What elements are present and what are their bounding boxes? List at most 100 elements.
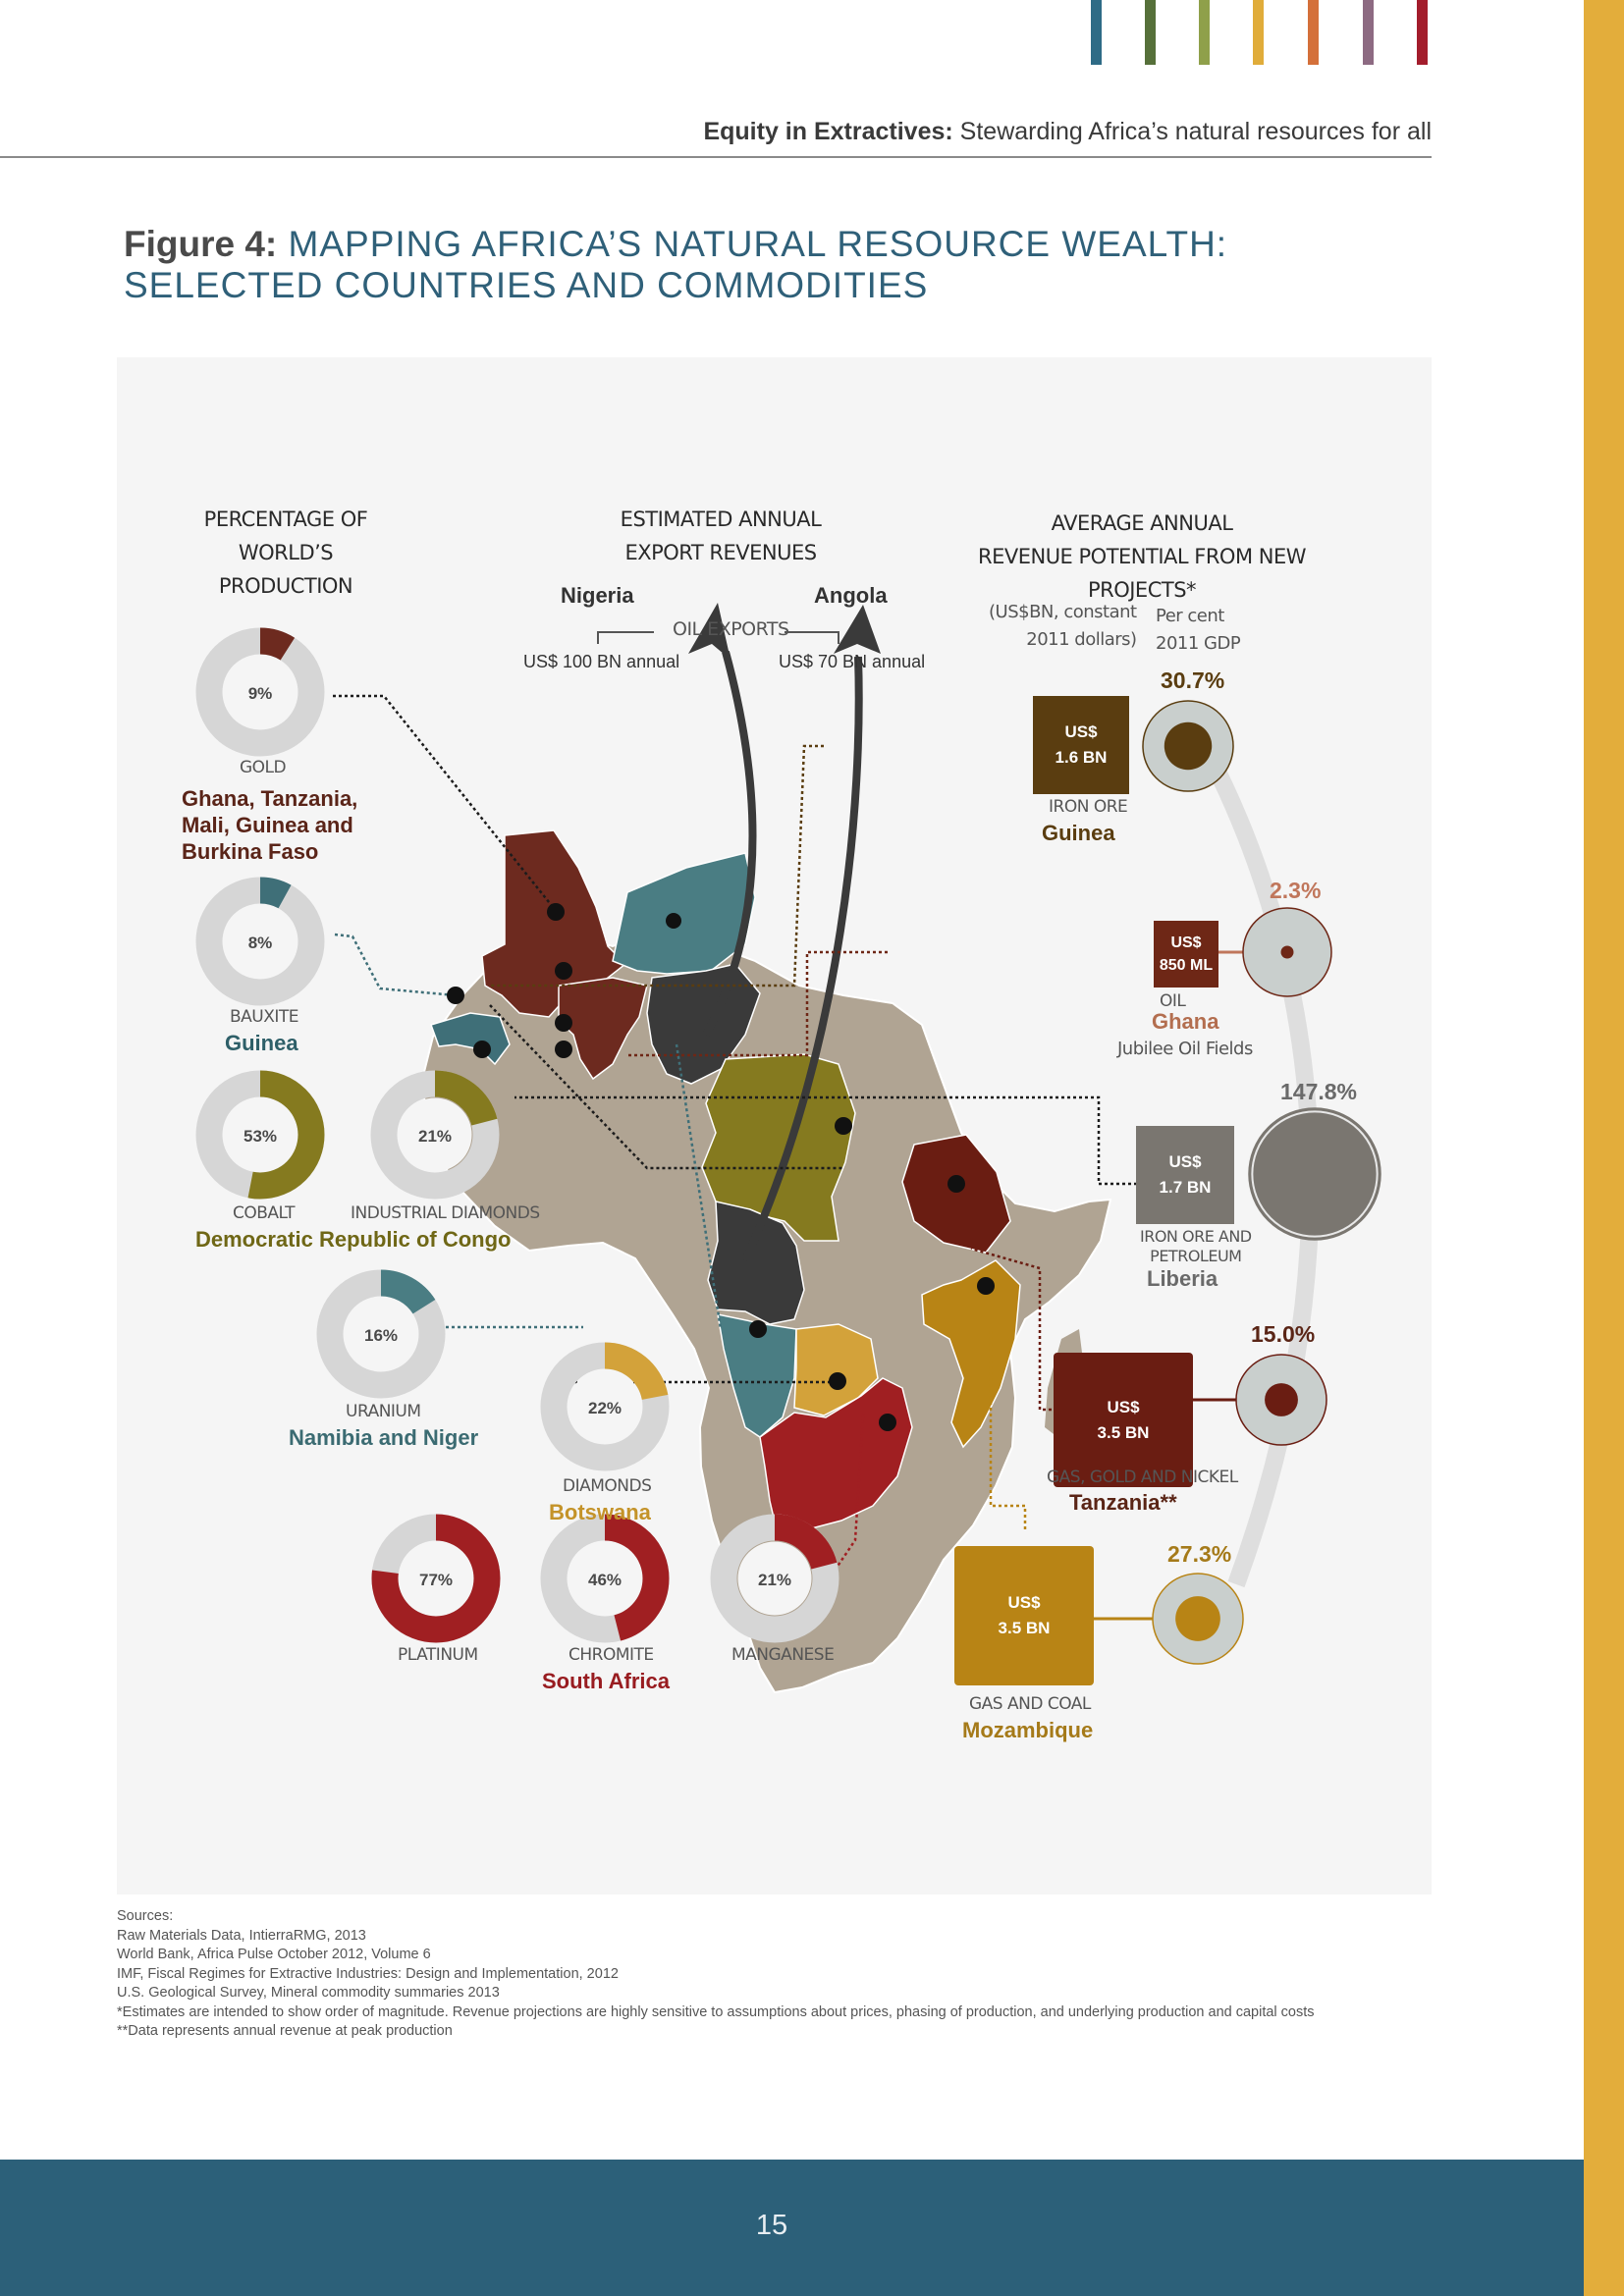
- bauxite-commodity: BAUXITE: [230, 1007, 299, 1027]
- industrial-diamonds-donut: [370, 1070, 500, 1200]
- stripe-7: [1417, 0, 1428, 65]
- chromite-donut-label: 46%: [587, 1571, 623, 1589]
- stripe-6: [1363, 0, 1374, 65]
- industrial-diamonds-donut-center: [398, 1097, 472, 1172]
- stripe-3: [1199, 0, 1210, 65]
- mozambique-gdp-fill: [1175, 1596, 1220, 1641]
- dot-ghana-2: [555, 1041, 572, 1058]
- mozambique-gdp-pct: 27.3%: [1167, 1541, 1232, 1567]
- tanzania-project-country: Tanzania**: [1069, 1490, 1177, 1515]
- production-header-line1: PERCENTAGE OF: [203, 507, 368, 531]
- liberia-commodity: IRON ORE AND PETROLEUM: [1140, 1227, 1252, 1266]
- bauxite-connector: [334, 933, 457, 997]
- bauxite-donut: [195, 877, 325, 1006]
- chromite-donut-segment: [540, 1514, 670, 1643]
- cobalt-connector: [489, 1004, 843, 1170]
- unit-note-line2: 2011 dollars): [1026, 629, 1137, 650]
- bauxite-donut-segment: [195, 877, 325, 1006]
- nigeria-label: Nigeria: [561, 583, 634, 608]
- mozambique-gdp-circle: [1152, 1573, 1244, 1665]
- manganese-donut-center: [737, 1541, 812, 1616]
- mozambique-project-connector: [989, 1327, 1027, 1529]
- ghana-gdp-fill: [1280, 945, 1294, 959]
- tanzania-gdp-circle: [1235, 1354, 1327, 1446]
- dot-mali: [547, 903, 565, 921]
- gold-donut-segment: [195, 627, 325, 757]
- gold-commodity: GOLD: [240, 758, 287, 777]
- source-line-2: World Bank, Africa Pulse October 2012, V…: [117, 1947, 431, 1962]
- manganese-commodity: MANGANESE: [731, 1645, 835, 1665]
- liberia-commodity-line1: IRON ORE AND: [1140, 1227, 1252, 1246]
- diamonds-donut: [540, 1342, 670, 1471]
- angola-arrowhead-icon: [834, 605, 881, 654]
- infographic-panel: PERCENTAGE OF WORLD’S PRODUCTION ESTIMAT…: [117, 357, 1432, 1895]
- gdp-note: Per cent 2011 GDP: [1156, 603, 1241, 658]
- manganese-donut: [710, 1514, 839, 1643]
- ghana-commodity: OIL: [1160, 991, 1186, 1011]
- guinea-gdp-fill: [1164, 721, 1213, 771]
- ghana-project-connector: [627, 950, 888, 1057]
- side-accent-bar: [1584, 0, 1624, 2296]
- nigeria-export-arrow: [702, 650, 757, 1037]
- mozambique-value-box: US$ 3.5 BN: [954, 1546, 1094, 1685]
- liberia-project-country: Liberia: [1147, 1266, 1218, 1291]
- running-header-rest: Stewarding Africa’s natural resources fo…: [959, 118, 1432, 145]
- bauxite-donut-label: 8%: [247, 934, 273, 952]
- figure-label: Figure 4:: [124, 224, 278, 264]
- diamonds-commodity: DIAMONDS: [563, 1476, 652, 1496]
- nigeria-bracket: [597, 631, 654, 644]
- dot-mozambique: [977, 1277, 995, 1295]
- uranium-donut-center: [344, 1297, 418, 1371]
- source-line-0: Sources:: [117, 1908, 174, 1924]
- source-line-3: IMF, Fiscal Regimes for Extractive Indus…: [117, 1965, 619, 1982]
- liberia-gdp-fill: [1251, 1110, 1379, 1238]
- export-header-line2: EXPORT REVENUES: [624, 541, 817, 564]
- industrial-diamonds-donut-label: 21%: [417, 1127, 453, 1146]
- unit-note: (US$BN, constant 2011 dollars): [989, 599, 1137, 654]
- gold-country-line3: Burkina Faso: [182, 839, 319, 864]
- sources-block: Sources: Raw Materials Data, IntierraRMG,…: [117, 1907, 1315, 2042]
- bauxite-donut-center: [223, 904, 298, 979]
- liberia-gdp-pct: 147.8%: [1280, 1079, 1358, 1104]
- oil-exports-label: OIL EXPORTS: [673, 618, 789, 640]
- cobalt-donut: [195, 1070, 325, 1200]
- source-line-1: Raw Materials Data, IntierraRMG, 2013: [117, 1927, 366, 1944]
- stripe-4: [1253, 0, 1264, 65]
- revenue-header-line1: AVERAGE ANNUAL: [1051, 511, 1233, 535]
- dot-drc: [835, 1117, 852, 1135]
- diamonds-donut-segment: [540, 1342, 670, 1471]
- dot-tanzania: [947, 1175, 965, 1193]
- guinea-box-line1: US$: [1064, 722, 1098, 741]
- ghana-extra: Jubilee Oil Fields: [1117, 1039, 1253, 1059]
- gold-country-line1: Ghana, Tanzania,: [182, 786, 358, 811]
- mozambique-box-line2: 3.5 BN: [998, 1619, 1051, 1637]
- revenue-header: AVERAGE ANNUAL REVENUE POTENTIAL FROM NE…: [936, 507, 1348, 607]
- unit-note-line1: (US$BN, constant: [989, 602, 1137, 622]
- uranium-commodity: URANIUM: [346, 1402, 421, 1421]
- mozambique-region: [921, 1259, 1021, 1449]
- stripe-1: [1091, 0, 1102, 65]
- gold-country-line2: Mali, Guinea and: [182, 813, 353, 837]
- angola-label: Angola: [814, 583, 888, 608]
- diamonds-country: Botswana: [549, 1500, 651, 1524]
- niger-region: [612, 852, 756, 975]
- running-header: Equity in Extractives: Stewarding Africa…: [703, 118, 1432, 146]
- industrial-diamonds-commodity: INDUSTRIAL DIAMONDS: [351, 1203, 540, 1223]
- guinea-gdp-circle: [1142, 700, 1234, 792]
- stripe-2: [1145, 0, 1156, 65]
- tanzania-gdp-pct: 15.0%: [1251, 1321, 1316, 1347]
- chromite-donut: [540, 1514, 670, 1643]
- chromite-commodity: CHROMITE: [568, 1645, 654, 1665]
- chromite-donut-center: [568, 1541, 642, 1616]
- nigeria-arrowhead-icon: [688, 603, 731, 660]
- nigeria-namibia-connector: [675, 1043, 723, 1330]
- liberia-value-box: US$ 1.7 BN: [1136, 1126, 1234, 1224]
- tanzania-box-line1: US$: [1107, 1397, 1140, 1416]
- mozambique-project-country: Mozambique: [962, 1718, 1094, 1742]
- dot-botswana: [829, 1372, 846, 1390]
- mozambique-box-line1: US$: [1007, 1593, 1041, 1612]
- mozambique-commodity: GAS AND COAL: [969, 1694, 1091, 1714]
- tanzania-region: [901, 1134, 1011, 1254]
- gdp-note-line2: 2011 GDP: [1156, 633, 1241, 654]
- dot-namibia: [749, 1320, 767, 1338]
